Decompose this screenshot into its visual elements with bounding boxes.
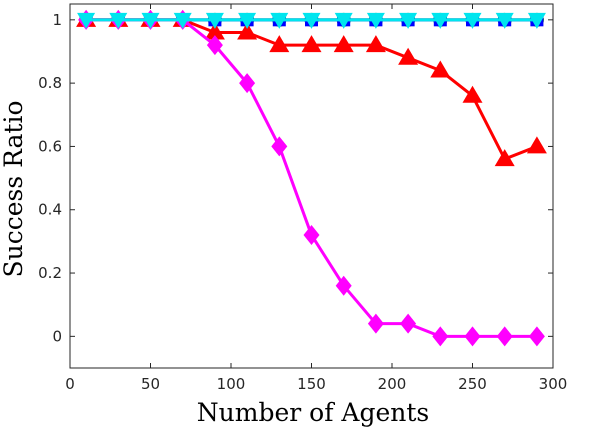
data-point-triangle-down	[302, 12, 321, 29]
data-point-triangle-up	[204, 22, 225, 40]
y-tick-label: 0.8	[38, 74, 62, 92]
data-point-triangle-down	[463, 12, 482, 29]
data-point-triangle-up	[333, 35, 354, 53]
x-tick-label: 250	[458, 375, 487, 393]
x-tick-label: 150	[297, 375, 326, 393]
y-tick-label: 0	[52, 327, 62, 345]
plot-area	[76, 9, 547, 347]
y-axis-title: Success Ratio	[0, 100, 28, 277]
x-tick-label: 50	[141, 375, 160, 393]
data-point-triangle-down	[334, 12, 353, 29]
series-triangle-up	[76, 9, 547, 167]
x-tick-label: 300	[539, 375, 568, 393]
y-tick-label: 1	[52, 11, 62, 29]
data-point-triangle-up	[430, 60, 451, 78]
data-point-diamond	[239, 73, 256, 94]
series-line-diamond	[86, 18, 537, 338]
axes-box	[69, 3, 554, 369]
data-point-diamond	[464, 326, 481, 347]
data-point-diamond	[496, 326, 513, 347]
x-axis-title: Number of Agents	[197, 398, 429, 427]
data-point-diamond	[303, 225, 320, 246]
data-point-triangle-down	[173, 12, 192, 29]
y-tick-label: 0.2	[38, 264, 62, 282]
y-tick-label: 0.4	[38, 201, 62, 219]
data-point-triangle-up	[398, 47, 419, 65]
data-point-triangle-up	[301, 35, 322, 53]
x-tick-label: 200	[378, 375, 407, 393]
data-point-triangle-up	[365, 35, 386, 53]
data-point-diamond	[367, 313, 384, 334]
data-point-diamond	[206, 35, 223, 56]
data-point-triangle-down	[431, 12, 450, 29]
data-point-diamond	[432, 326, 449, 347]
data-point-triangle-down	[495, 12, 514, 29]
data-point-triangle-down	[270, 12, 289, 29]
y-tick-label: 0.6	[38, 137, 62, 155]
data-point-diamond	[335, 275, 352, 296]
data-point-triangle-down	[77, 12, 96, 29]
data-point-triangle-up	[237, 22, 258, 40]
data-point-triangle-down	[238, 12, 257, 29]
data-point-triangle-down	[205, 12, 224, 29]
data-point-triangle-down	[141, 12, 160, 29]
data-point-diamond	[528, 326, 545, 347]
axes: 0 50 100 150 200 250 300 0 0.2 0.4 0.6 0.8 1	[38, 3, 568, 393]
data-point-triangle-up	[494, 149, 515, 167]
x-tick-label: 0	[65, 375, 75, 393]
x-tick-label: 100	[217, 375, 246, 393]
data-point-triangle-down	[399, 12, 418, 29]
data-point-triangle-down	[527, 12, 546, 29]
series-triangle-down	[77, 12, 546, 29]
data-point-triangle-down	[366, 12, 385, 29]
data-point-triangle-up	[526, 136, 547, 154]
data-point-triangle-down	[109, 12, 128, 29]
data-point-diamond	[271, 136, 288, 157]
data-point-triangle-up	[269, 35, 290, 53]
data-point-diamond	[400, 313, 417, 334]
series-diamond	[78, 9, 545, 347]
data-point-triangle-up	[462, 85, 483, 103]
